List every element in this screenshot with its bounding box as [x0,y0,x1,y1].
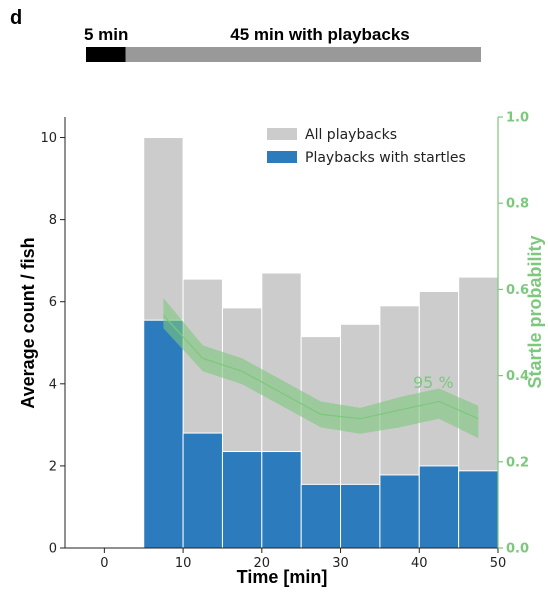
timeline-pre-segment [86,47,126,62]
legend-label-startles: Playbacks with startles [305,150,466,166]
y2-tick-label: 0.8 [506,197,529,212]
y-tick-label: 8 [49,213,57,228]
x-tick-label: 50 [490,556,507,571]
startle-probability-band [162,298,479,439]
startle-probability-line [162,314,479,420]
y-tick-label: 10 [40,131,57,146]
x-tick-label: 0 [100,556,108,571]
bars-startle-bar [221,451,263,549]
y-tick-label: 6 [49,295,57,310]
bars-startle-bar [300,483,342,549]
timeline: 5 min 45 min with playbacks [84,25,481,62]
y-ticks: 0 2 4 6 8 10 [40,131,65,557]
bars-startle-bar [418,465,460,549]
bars-startle-bar [143,319,184,549]
y2-tick-label: 0.4 [506,369,529,384]
y-tick-label: 2 [49,459,57,474]
y2-ticks: 0.0 0.2 0.4 0.6 0.8 1.0 [498,111,529,557]
bars-startle-bar [261,451,302,549]
y2-tick-label: 0.2 [506,455,529,470]
timeline-pre-label: 5 min [84,25,128,44]
bars-startle-bar [379,474,420,549]
x-tick-label: 30 [332,556,349,571]
panel-label: d [10,7,22,29]
x-ticks: 0 10 20 30 40 50 [100,548,506,571]
y2-axis-label: Startle probability [525,235,545,388]
bars-playbacks-with-startles [143,319,499,549]
legend: All playbacks Playbacks with startles [267,127,466,166]
bars-startle-bar [182,432,223,549]
bars-startle-bar [340,483,381,549]
ci-label: 95 % [413,373,454,392]
y-axis-label: Average count / fish [18,237,38,408]
y2-tick-label: 1.0 [506,111,529,126]
x-tick-label: 40 [411,556,428,571]
x-tick-label: 10 [175,556,192,571]
y-tick-label: 4 [49,377,57,392]
y2-tick-label: 0.6 [506,283,529,298]
axes [64,117,499,549]
timeline-post-label: 45 min with playbacks [230,25,410,44]
x-tick-label: 20 [254,556,271,571]
x-axis-label: Time [min] [237,567,328,587]
legend-swatch-startles [267,151,297,163]
y-tick-label: 0 [49,542,57,557]
legend-label-all: All playbacks [305,127,397,143]
timeline-post-segment [125,47,481,62]
bars-startle-bar [458,470,499,549]
ci-band-area [163,298,479,439]
legend-swatch-all [267,128,297,140]
y2-tick-label: 0.0 [506,542,529,557]
